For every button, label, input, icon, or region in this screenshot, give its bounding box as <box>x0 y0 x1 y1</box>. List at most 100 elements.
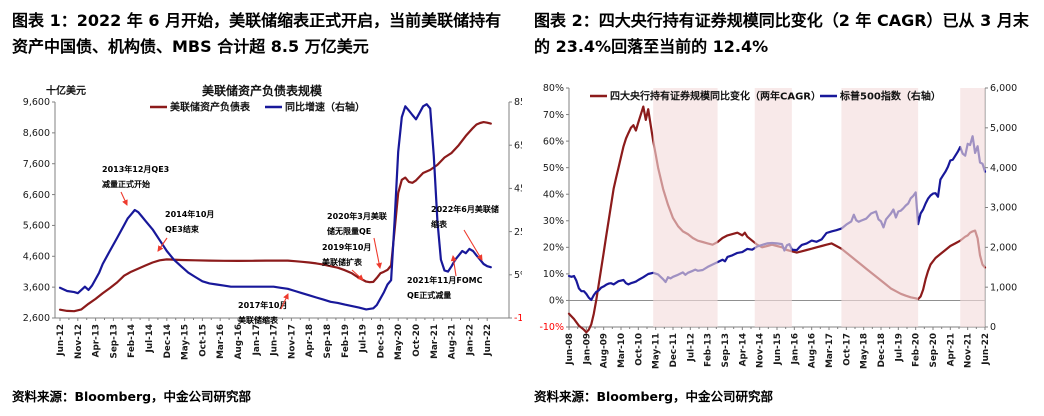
svg-text:5%: 5% <box>514 270 522 281</box>
svg-text:4,600: 4,600 <box>23 251 50 262</box>
svg-text:10%: 10% <box>543 269 564 280</box>
svg-text:Oct-10: Oct-10 <box>634 333 644 366</box>
svg-text:Dec-11: Dec-11 <box>669 333 679 367</box>
svg-text:30%: 30% <box>543 216 564 227</box>
svg-text:-15%: -15% <box>514 313 522 324</box>
svg-text:Dec-18: Dec-18 <box>877 333 887 367</box>
svg-text:65%: 65% <box>514 140 522 151</box>
svg-text:2,000: 2,000 <box>990 243 1017 254</box>
legend-label: 四大央行持有证券规模同比变化（两年CAGR） <box>610 90 821 103</box>
svg-text:Oct-17: Oct-17 <box>842 333 852 366</box>
svg-text:Jan-22: Jan-22 <box>465 324 475 356</box>
svg-text:0%: 0% <box>549 296 564 307</box>
series-right <box>58 103 492 311</box>
svg-text:Jun-12: Jun-12 <box>56 324 66 357</box>
svg-text:Feb-19: Feb-19 <box>341 324 351 358</box>
svg-text:40%: 40% <box>543 189 564 200</box>
svg-text:50%: 50% <box>543 163 564 174</box>
svg-text:60%: 60% <box>543 136 564 147</box>
annotation-text: QE正式减量 <box>407 290 451 300</box>
annotation-arrow <box>280 293 289 310</box>
svg-text:0: 0 <box>990 322 996 333</box>
annotation-arrow <box>120 191 128 206</box>
svg-text:4,000: 4,000 <box>990 163 1017 174</box>
chart-title: 美联储资产负债表规模 <box>202 83 323 98</box>
svg-text:9,600: 9,600 <box>23 97 50 108</box>
svg-text:8,600: 8,600 <box>23 128 50 139</box>
axis-unit-label: 十亿美元 <box>46 84 86 97</box>
svg-text:Nov-12: Nov-12 <box>74 324 84 359</box>
svg-text:May-11: May-11 <box>652 333 662 369</box>
figure1-heading: 图表 1：2022 年 6 月开始，美联储缩表正式开启，当前美联储持有资产中国债… <box>12 11 502 56</box>
svg-text:85%: 85% <box>514 97 522 108</box>
legend-label: 标普500指数（右轴） <box>839 90 941 103</box>
annotation-text: 美联储缩表 <box>238 315 279 325</box>
svg-text:Feb-14: Feb-14 <box>127 324 137 358</box>
figure1-source: 资料来源：Bloomberg，中金公司研究部 <box>12 389 252 404</box>
svg-text:5,000: 5,000 <box>990 123 1017 134</box>
svg-text:6,000: 6,000 <box>990 83 1017 94</box>
figure1-panel: 图表 1：2022 年 6 月开始，美联储缩表正式开启，当前美联储持有资产中国债… <box>12 11 522 404</box>
svg-text:Apr-13: Apr-13 <box>92 324 102 357</box>
svg-text:Oct-15: Oct-15 <box>198 324 208 357</box>
svg-text:5,600: 5,600 <box>23 221 50 232</box>
annotation-arrow <box>450 255 457 277</box>
svg-text:Jan-17: Jan-17 <box>252 324 262 356</box>
svg-text:Jul-14: Jul-14 <box>145 324 155 353</box>
highlight-band <box>653 88 718 327</box>
annotation-text: 减量正式开始 <box>102 179 150 189</box>
legend-label: 美联储资产负债表 <box>170 101 251 114</box>
svg-text:May-20: May-20 <box>394 324 404 360</box>
svg-text:Apr-21: Apr-21 <box>946 333 956 366</box>
series-left <box>567 105 987 334</box>
svg-text:Aug-16: Aug-16 <box>234 324 244 359</box>
svg-text:Feb-13: Feb-13 <box>704 333 714 367</box>
annotation-text: 2019年10月 <box>322 242 371 252</box>
svg-text:2,600: 2,600 <box>23 313 50 324</box>
annotation-text: 2017年10月 <box>238 300 287 310</box>
highlight-band <box>754 88 792 327</box>
annotation-text: QE3结束 <box>165 224 200 234</box>
svg-text:May-18: May-18 <box>860 333 870 369</box>
annotation-arrow <box>463 229 483 261</box>
annotation-arrow <box>157 237 168 252</box>
svg-text:Mar-17: Mar-17 <box>825 333 835 368</box>
svg-text:Jun-22: Jun-22 <box>981 333 991 366</box>
svg-text:Dec-14: Dec-14 <box>163 324 173 358</box>
svg-text:Jun-17: Jun-17 <box>270 324 280 357</box>
svg-text:Aug-09: Aug-09 <box>600 333 610 368</box>
svg-text:-10%: -10% <box>539 322 564 333</box>
svg-text:Jul-19: Jul-19 <box>894 333 904 362</box>
figure2-source: 资料来源：Bloomberg，中金公司研究部 <box>534 389 774 404</box>
svg-text:Oct-20: Oct-20 <box>412 324 422 357</box>
annotation-text: 美联储扩表 <box>322 257 363 267</box>
annotation-text: 2020年3月美联 <box>327 211 387 221</box>
highlight-band <box>841 88 919 327</box>
svg-text:70%: 70% <box>543 110 564 121</box>
annotation-arrow <box>351 269 364 281</box>
svg-text:3,600: 3,600 <box>23 282 50 293</box>
svg-text:Apr-18: Apr-18 <box>305 324 315 357</box>
svg-text:Mar-21: Mar-21 <box>430 324 440 359</box>
svg-text:1,000: 1,000 <box>990 282 1017 293</box>
svg-text:20%: 20% <box>543 243 564 254</box>
svg-text:Feb-20: Feb-20 <box>912 333 922 367</box>
svg-text:6,600: 6,600 <box>23 190 50 201</box>
svg-text:Apr-14: Apr-14 <box>738 333 748 366</box>
annotation-text: 2022年6月美联储 <box>431 204 499 214</box>
figure2-heading: 图表 2：四大央行持有证券规模同比变化（2 年 CAGR）已从 3 月末的 23… <box>534 11 1029 56</box>
svg-text:Dec-19: Dec-19 <box>376 324 386 358</box>
svg-text:Aug-21: Aug-21 <box>448 324 458 359</box>
svg-text:Jun-15: Jun-15 <box>773 333 783 366</box>
svg-text:Sep-13: Sep-13 <box>721 333 731 368</box>
annotation-text: 2021年11月FOMC <box>407 275 483 285</box>
highlight-band <box>960 88 986 327</box>
svg-text:Mar-16: Mar-16 <box>216 324 226 359</box>
svg-text:Jul-19: Jul-19 <box>359 324 369 353</box>
svg-text:7,600: 7,600 <box>23 159 50 170</box>
svg-text:Mar-10: Mar-10 <box>617 333 627 368</box>
svg-text:Jun-08: Jun-08 <box>565 333 575 366</box>
svg-text:Nov-21: Nov-21 <box>964 333 974 368</box>
annotation-text: 2013年12月QE3 <box>102 164 169 174</box>
